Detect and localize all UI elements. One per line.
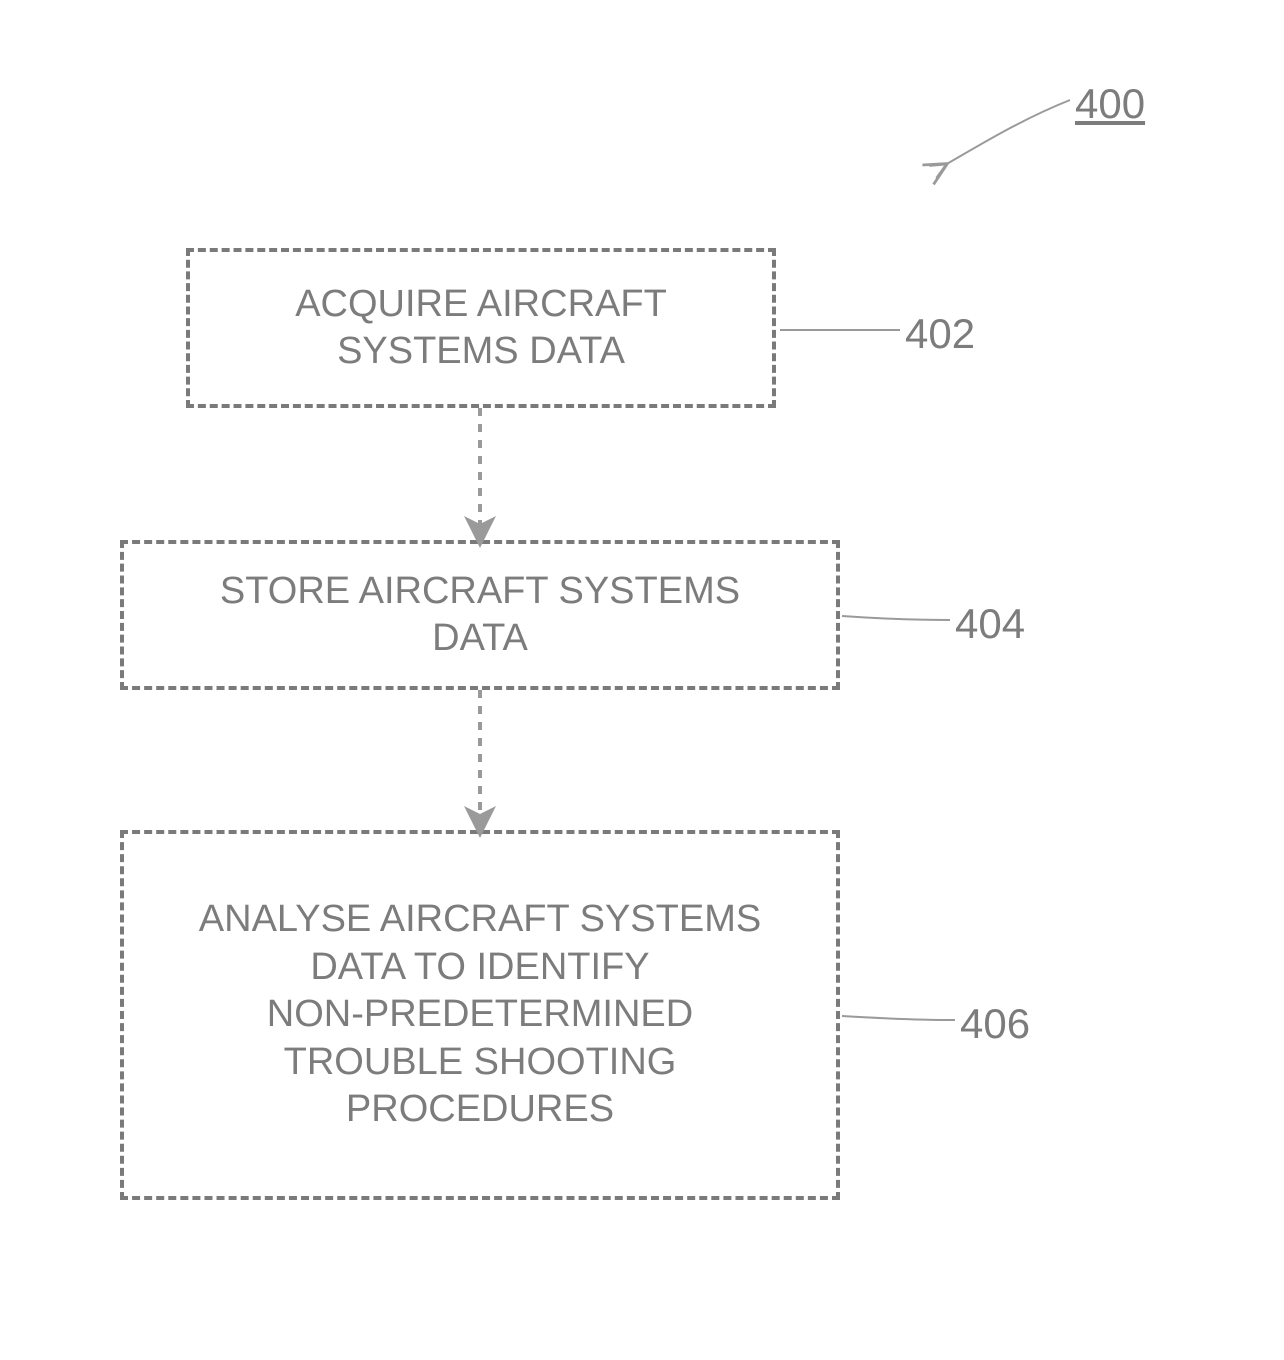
leader-line <box>945 100 1070 165</box>
leader-line <box>842 616 950 620</box>
label-text: 406 <box>960 1000 1030 1047</box>
ref-label-404: 404 <box>955 600 1025 648</box>
flow-node-analyse: ANALYSE AIRCRAFT SYSTEMS DATA TO IDENTIF… <box>120 830 840 1200</box>
leader-line <box>842 1016 955 1020</box>
flow-node-text: ANALYSE AIRCRAFT SYSTEMS DATA TO IDENTIF… <box>199 896 761 1134</box>
ref-label-400: 400 <box>1075 80 1145 128</box>
flow-node-text: ACQUIRE AIRCRAFT SYSTEMS DATA <box>295 281 667 376</box>
ref-label-402: 402 <box>905 310 975 358</box>
flowchart-stage: ACQUIRE AIRCRAFT SYSTEMS DATA STORE AIRC… <box>0 0 1284 1360</box>
ref-label-406: 406 <box>960 1000 1030 1048</box>
label-text: 400 <box>1075 80 1145 127</box>
label-text: 404 <box>955 600 1025 647</box>
flow-node-acquire: ACQUIRE AIRCRAFT SYSTEMS DATA <box>186 248 776 408</box>
flow-node-text: STORE AIRCRAFT SYSTEMS DATA <box>220 568 740 663</box>
flow-node-store: STORE AIRCRAFT SYSTEMS DATA <box>120 540 840 690</box>
label-text: 402 <box>905 310 975 357</box>
